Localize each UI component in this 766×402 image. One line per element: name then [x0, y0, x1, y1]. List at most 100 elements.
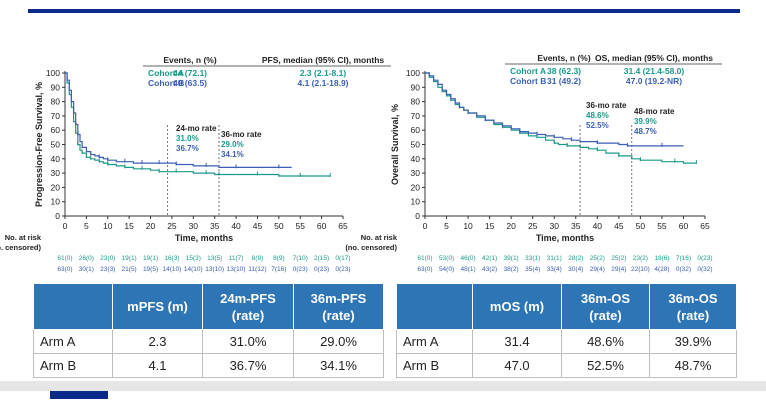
- at-risk-value: 19(5): [143, 266, 158, 273]
- legend-series-name: Cohort A: [510, 66, 546, 76]
- pfs-header-24m: 24m-PFS (rate): [202, 283, 294, 330]
- x-tick-label: 65: [338, 221, 348, 231]
- x-tick-label: 45: [614, 221, 624, 231]
- table-cell: 29.0%: [293, 329, 384, 354]
- y-tick-label: 80: [411, 97, 421, 107]
- at-risk-value: 0(23): [293, 266, 308, 273]
- y-tick-label: 30: [51, 168, 61, 178]
- legend-header-events: Events, n (%): [537, 53, 591, 63]
- at-risk-sublabel: (no. censored): [345, 243, 397, 252]
- x-axis-title: Time, months: [536, 233, 594, 243]
- at-risk-value: 19(1): [143, 255, 158, 262]
- x-tick-label: 35: [210, 221, 220, 231]
- table-cell: 4.1: [112, 353, 203, 378]
- y-tick-label: 90: [411, 82, 421, 92]
- at-risk-value: 23(2): [633, 255, 648, 262]
- x-tick-label: 55: [657, 221, 667, 231]
- table-row: Arm A 2.3 31.0% 29.0%: [33, 329, 384, 354]
- at-risk-value: 23(3): [100, 266, 115, 273]
- at-risk-value: 2(15): [314, 255, 329, 262]
- x-tick-label: 25: [528, 221, 538, 231]
- y-axis-title: Overall Survival, %: [390, 104, 400, 185]
- at-risk-value: 14(10): [184, 266, 203, 273]
- at-risk-value: 18(6): [654, 255, 669, 262]
- at-risk-value: 61(0): [57, 255, 72, 262]
- table-cell: 31.0%: [202, 329, 294, 354]
- x-tick-label: 55: [295, 221, 305, 231]
- y-tick-label: 10: [411, 197, 421, 207]
- os-header-48m: 36m-OS (rate): [649, 283, 737, 330]
- at-risk-value: 11(7): [229, 255, 244, 262]
- x-tick-label: 20: [146, 221, 156, 231]
- at-risk-value: 33(4): [547, 266, 562, 273]
- rate-label: 36-mo rate: [586, 101, 627, 110]
- at-risk-label: No. at risk: [5, 233, 42, 242]
- at-risk-value: 8(9): [273, 255, 285, 262]
- at-risk-value: 0(23): [335, 266, 350, 273]
- at-risk-value: 4(28): [654, 266, 669, 273]
- rate-value-cohort-a: 48.6%: [586, 111, 609, 120]
- at-risk-value: 0(32): [676, 266, 691, 273]
- table-row: Arm B 4.1 36.7% 34.1%: [33, 353, 384, 378]
- at-risk-sublabel: (no. censored): [0, 243, 41, 252]
- y-tick-label: 40: [411, 154, 421, 164]
- y-tick-label: 10: [51, 197, 61, 207]
- legend-median: 4.1 (2.1-18.9): [297, 78, 348, 88]
- legend-header-median: PFS, median (95% CI), months: [262, 55, 385, 65]
- at-risk-value: 11(12): [248, 266, 266, 273]
- at-risk-value: 43(2): [482, 266, 497, 273]
- table-row: Arm A 31.4 48.6% 39.9%: [396, 329, 737, 354]
- x-tick-label: 0: [63, 221, 68, 231]
- pfs-header-36m: 36m-PFS (rate): [293, 283, 384, 330]
- table-cell: Arm B: [396, 353, 473, 378]
- at-risk-value: 31(1): [547, 255, 562, 262]
- at-risk-value: 48(1): [460, 266, 475, 273]
- at-risk-value: 39(1): [504, 255, 519, 262]
- at-risk-value: 19(1): [122, 255, 137, 262]
- x-tick-label: 60: [679, 221, 689, 231]
- rate-value-cohort-b: 52.5%: [586, 121, 609, 130]
- x-tick-label: 10: [463, 221, 473, 231]
- at-risk-value: 16(3): [164, 255, 179, 262]
- y-tick-label: 60: [51, 125, 61, 135]
- rate-label: 48-mo rate: [634, 107, 675, 116]
- y-tick-label: 100: [406, 68, 420, 78]
- x-tick-label: 20: [506, 221, 516, 231]
- at-risk-value: 0(23): [697, 255, 712, 262]
- os-header-36m: 36m-OS (rate): [561, 283, 650, 330]
- pfs-header-mpfs: mPFS (m): [112, 283, 203, 330]
- y-tick-label: 80: [51, 97, 61, 107]
- pfs-summary-table: mPFS (m) 24m-PFS (rate) 36m-PFS (rate) Arm…: [33, 283, 384, 378]
- y-tick-label: 70: [411, 111, 421, 121]
- table-cell: 48.7%: [649, 353, 737, 378]
- at-risk-value: 15(3): [186, 255, 201, 262]
- y-tick-label: 60: [411, 125, 421, 135]
- x-tick-label: 45: [253, 221, 263, 231]
- y-tick-label: 30: [411, 168, 421, 178]
- y-tick-label: 70: [51, 111, 61, 121]
- x-tick-label: 5: [84, 221, 89, 231]
- x-tick-label: 30: [189, 221, 199, 231]
- legend-median: 31.4 (21.4-58.0): [624, 66, 685, 76]
- at-risk-value: 13(5): [207, 255, 222, 262]
- x-tick-label: 65: [700, 221, 710, 231]
- at-risk-value: 54(0): [439, 266, 454, 273]
- x-tick-label: 40: [231, 221, 241, 231]
- rate-label: 36-mo rate: [221, 130, 262, 139]
- rate-value-cohort-a: 29.0%: [221, 140, 244, 149]
- at-risk-value: 30(4): [568, 266, 583, 273]
- at-risk-value: 29(4): [611, 266, 626, 273]
- at-risk-value: 7(16): [271, 266, 286, 273]
- table-cell: 2.3: [112, 329, 203, 354]
- rate-value-cohort-a: 39.9%: [634, 117, 657, 126]
- legend-events: 44 (72.1): [173, 68, 207, 78]
- legend-header-events: Events, n (%): [163, 55, 217, 65]
- legend-median: 2.3 (2.1-8.1): [300, 68, 346, 78]
- table-cell: 34.1%: [293, 353, 384, 378]
- y-axis-title: Progression-Free Survival, %: [34, 82, 44, 207]
- at-risk-value: 0(23): [314, 266, 329, 273]
- at-risk-value: 46(0): [460, 255, 475, 262]
- at-risk-value: 30(1): [79, 266, 94, 273]
- table-cell: 39.9%: [649, 329, 737, 354]
